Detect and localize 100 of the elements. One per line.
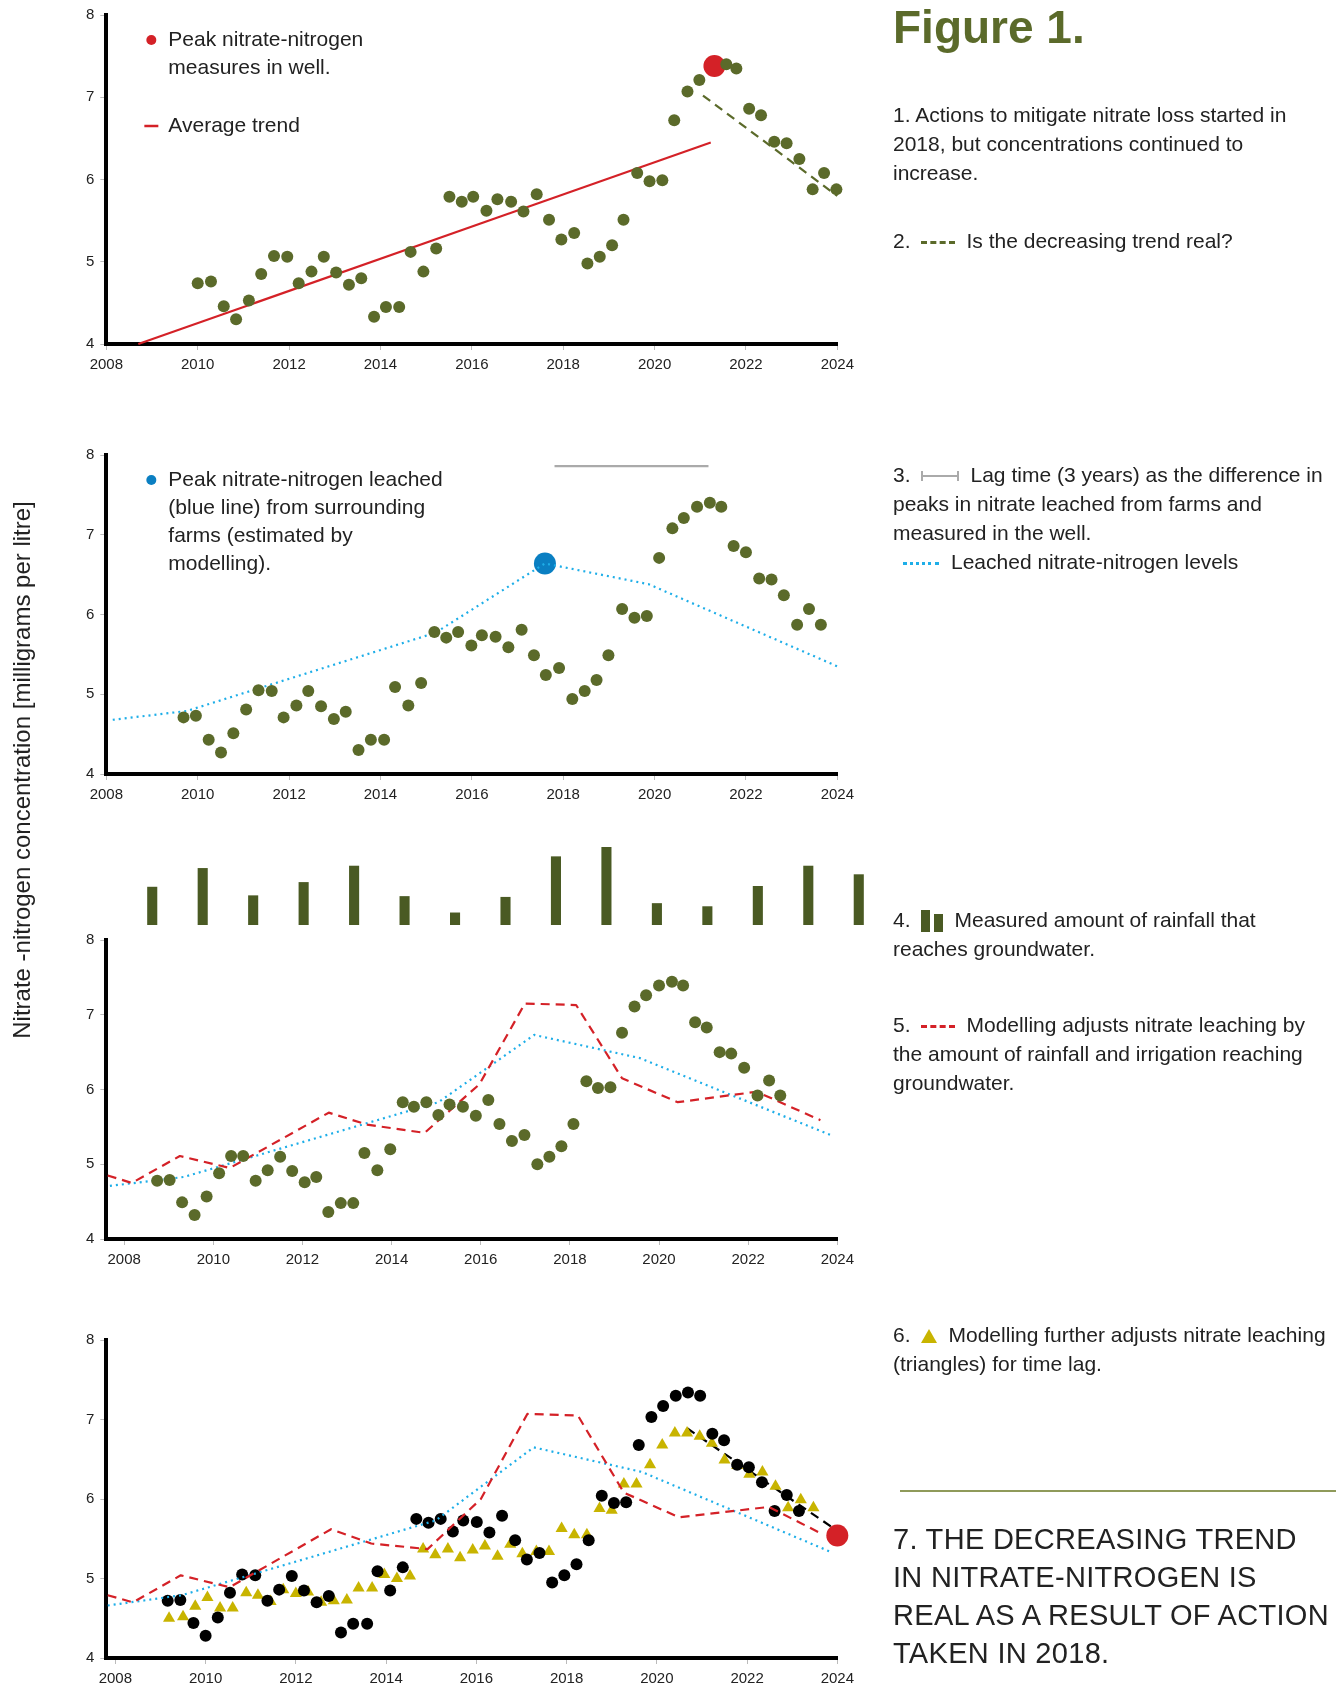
point: [656, 174, 669, 187]
point: [322, 1206, 335, 1219]
point: [161, 1594, 174, 1607]
x-tick-label: 2016: [459, 1669, 494, 1687]
point: [402, 699, 415, 712]
point: [777, 589, 790, 602]
point: [204, 275, 217, 288]
point: [769, 1479, 782, 1490]
point: [430, 242, 443, 255]
x-tick-label: 2014: [369, 1669, 403, 1687]
point: [480, 204, 493, 217]
point: [616, 1026, 629, 1039]
point: [352, 744, 365, 757]
bar: [803, 865, 814, 925]
point: [187, 1617, 200, 1630]
x-tick-label: 2008: [89, 785, 124, 803]
point: [315, 700, 328, 713]
x-tick-label: 2018: [546, 355, 580, 373]
point: [475, 629, 488, 642]
point: [743, 102, 756, 115]
point: [340, 1592, 353, 1604]
point: [691, 500, 704, 513]
point: [578, 685, 591, 698]
x-tick-label: 2008: [89, 355, 124, 373]
text: 3. Lag time (3 years) as the difference in peaks in nitrate leached from farms and measured in the well.: [893, 463, 1323, 544]
bar: [752, 886, 763, 925]
line-series: [108, 1033, 832, 1188]
point: [189, 709, 202, 722]
text: Leached nitrate-nitrogen levels: [950, 549, 1240, 575]
point: [310, 1596, 323, 1609]
point: [368, 310, 381, 323]
bar: [449, 912, 461, 925]
y-tick-label: 8: [86, 1330, 95, 1348]
point: [407, 1100, 420, 1113]
point: [581, 257, 594, 270]
point: [211, 1611, 224, 1624]
x-tick-label: 2022: [730, 1669, 764, 1687]
point: [751, 1089, 764, 1102]
point: [668, 1426, 681, 1437]
point: [567, 1117, 580, 1130]
point: [681, 1386, 694, 1399]
y-tick-label: 5: [86, 251, 95, 269]
point: [520, 1553, 533, 1566]
point: [527, 649, 540, 662]
point: [774, 1089, 787, 1102]
y-tick-label: 7: [86, 87, 95, 105]
point: [491, 193, 504, 206]
point: [653, 551, 666, 564]
bar: [550, 856, 562, 925]
point: [217, 300, 230, 313]
point: [379, 300, 392, 313]
point: [347, 1197, 360, 1210]
x-tick-label: 2022: [729, 785, 763, 803]
point: [415, 677, 428, 690]
point: [361, 1617, 374, 1630]
x-tick-label: 2020: [637, 785, 672, 803]
point: [417, 1542, 430, 1553]
point: [240, 1585, 253, 1597]
point: [342, 278, 355, 291]
point: [378, 733, 391, 746]
point: [469, 1109, 482, 1122]
point: [225, 1150, 238, 1163]
point: [681, 1426, 694, 1437]
bar: [853, 874, 864, 925]
y-tick-label: 5: [86, 1154, 95, 1172]
point: [656, 1437, 669, 1449]
point: [289, 1586, 302, 1598]
bar: [500, 896, 511, 925]
point: [265, 685, 278, 698]
point: [281, 250, 294, 263]
point: [632, 1438, 645, 1451]
point: [285, 1570, 298, 1583]
point: [470, 1516, 483, 1529]
x-tick-label: 2012: [285, 1250, 320, 1268]
y-tick-label: 8: [86, 445, 95, 463]
point: [768, 135, 781, 148]
point: [607, 1496, 620, 1509]
point: [440, 631, 453, 644]
point: [693, 73, 706, 86]
point: [174, 1593, 187, 1606]
point: [482, 1093, 495, 1106]
point: [593, 250, 606, 263]
point: [543, 213, 556, 226]
point: [334, 1626, 347, 1639]
x-tick-label: 2012: [272, 785, 306, 803]
point: [755, 1476, 768, 1489]
point: [404, 245, 417, 258]
line-series: [106, 1446, 831, 1607]
point: [718, 1434, 731, 1447]
x-tick-label: 2014: [363, 355, 398, 373]
point: [493, 1117, 506, 1130]
x-tick-label: 2014: [363, 785, 398, 803]
point: [730, 62, 743, 75]
y-tick-label: 7: [86, 1409, 95, 1427]
point: [261, 1164, 274, 1177]
point: [151, 1174, 164, 1187]
legend-label: Peak nitrate-nitrogen measures in well.: [168, 26, 364, 78]
point: [703, 496, 716, 509]
point: [334, 1197, 347, 1210]
x-tick-label: 2014: [374, 1250, 409, 1268]
